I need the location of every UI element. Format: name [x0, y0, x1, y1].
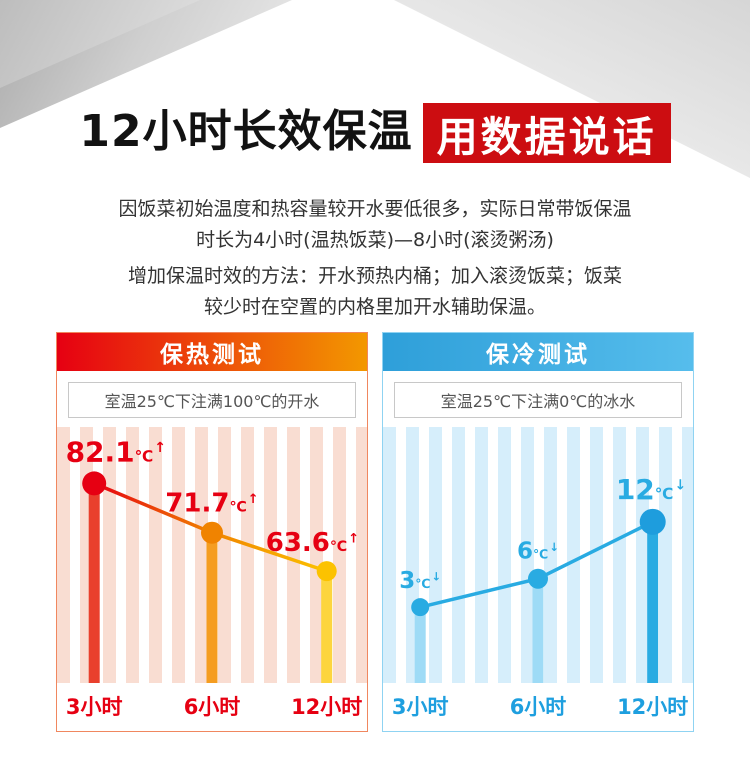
x-axis-label: 3小时 [391, 695, 449, 719]
x-axis-label: 6小时 [183, 695, 241, 719]
cold-retention-chart: 保冷测试 室温25℃下注满0℃的冰水 3℃↓ 6℃↓ 12℃↓ 3小时 6小时 12小时 [382, 332, 694, 732]
data-bar [88, 483, 100, 683]
x-axis-label: 12小时 [617, 695, 689, 719]
data-badge: 用数据说话 [422, 103, 671, 163]
chart-header: 保热测试 [57, 333, 367, 371]
chart-subtitle: 室温25℃下注满100℃的开水 [68, 382, 356, 418]
description-paragraph-2: 增加保温时效的方法：开水预热内桶；加入滚烫饭菜；饭菜 较少时在空置的内格里加开水… [0, 261, 750, 323]
description-line: 因饭菜初始温度和热容量较开水要低很多，实际日常带饭保温 [118, 198, 632, 220]
chart-plot: 82.1℃↑ 71.7℃↑ 63.6℃↑ [57, 427, 367, 683]
data-bar [647, 521, 659, 683]
page-title: 12小时长效保温 [79, 106, 413, 157]
value-label: 82.1℃↑ [66, 435, 166, 468]
title-row: 12小时长效保温 用数据说话 [0, 103, 750, 163]
charts-row: 保热测试 室温25℃下注满100℃的开水 82.1℃↑ 71.7℃↑ 63.6℃↑ … [56, 332, 694, 732]
value-label: 6℃↓ [517, 539, 559, 565]
data-point [201, 521, 223, 544]
chart-canvas: 3℃↓ 6℃↓ 12℃↓ [399, 473, 686, 683]
data-point [639, 508, 666, 535]
data-point [316, 561, 337, 582]
data-bar [321, 571, 333, 683]
x-axis-labels: 3小时 6小时 12小时 [57, 683, 367, 731]
description-line: 较少时在空置的内格里加开水辅助保温。 [203, 296, 546, 318]
chart-plot: 3℃↓ 6℃↓ 12℃↓ [383, 427, 693, 683]
data-point [82, 471, 107, 496]
data-bar [206, 532, 218, 683]
value-label: 12℃↓ [616, 473, 686, 506]
chart-header: 保冷测试 [383, 333, 693, 371]
x-axis-label: 6小时 [509, 695, 567, 719]
corner-decoration-left-inner [0, 0, 200, 88]
chart-canvas: 82.1℃↑ 71.7℃↑ 63.6℃↑ [66, 435, 359, 683]
data-bar [532, 578, 544, 683]
value-label: 3℃↓ [399, 568, 441, 594]
data-bar [414, 607, 426, 683]
value-label: 63.6℃↑ [266, 528, 359, 558]
heat-retention-chart: 保热测试 室温25℃下注满100℃的开水 82.1℃↑ 71.7℃↑ 63.6℃↑ … [56, 332, 368, 732]
data-point [411, 598, 430, 617]
description: 因饭菜初始温度和热容量较开水要低很多，实际日常带饭保温 时长为4小时(温热饭菜)… [0, 194, 750, 323]
value-label: 71.7℃↑ [165, 489, 258, 519]
description-line: 增加保温时效的方法：开水预热内桶；加入滚烫饭菜；饭菜 [127, 265, 622, 287]
x-axis-label: 12小时 [291, 695, 363, 719]
description-paragraph-1: 因饭菜初始温度和热容量较开水要低很多，实际日常带饭保温 时长为4小时(温热饭菜)… [0, 194, 750, 256]
x-axis-labels: 3小时 6小时 12小时 [383, 683, 693, 731]
data-point [528, 568, 548, 589]
description-line: 时长为4小时(温热饭菜)—8小时(滚烫粥汤) [196, 229, 554, 251]
chart-subtitle: 室温25℃下注满0℃的冰水 [394, 382, 682, 418]
x-axis-label: 3小时 [65, 695, 123, 719]
